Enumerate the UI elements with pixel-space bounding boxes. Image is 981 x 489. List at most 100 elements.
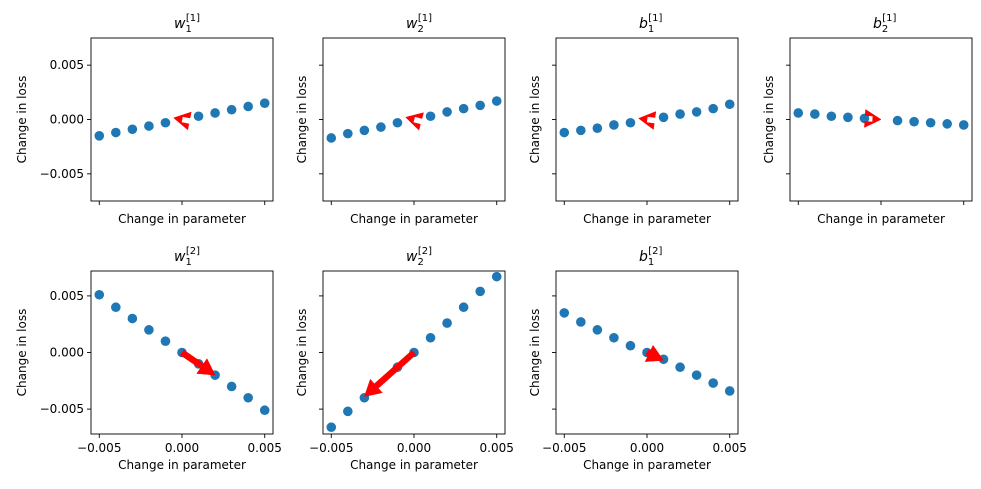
data-point	[592, 123, 603, 133]
y-axis-label: Change in loss	[15, 76, 29, 164]
data-point	[111, 302, 121, 313]
data-point	[160, 336, 171, 346]
data-point	[559, 127, 570, 138]
data-point	[425, 332, 436, 343]
y-tick-label: 0.005	[50, 58, 84, 72]
data-point	[658, 112, 669, 123]
y-tick-label: 0.005	[50, 289, 84, 303]
data-point	[127, 124, 138, 135]
data-point	[359, 125, 370, 136]
x-axis-label: Change in parameter	[583, 458, 711, 472]
data-point	[925, 117, 936, 128]
y-tick-label: −0.005	[40, 402, 84, 416]
subplot-2: Change in parameter Change in loss w2[1]	[295, 13, 506, 226]
panel-title: w1[1]	[174, 13, 200, 35]
data-point	[625, 117, 636, 128]
data-point	[843, 112, 853, 123]
gradient-arrow	[644, 344, 664, 362]
x-axis-label: Change in parameter	[118, 212, 246, 226]
data-point	[458, 103, 469, 114]
panel-title: b1[2]	[639, 246, 663, 268]
data-point	[708, 103, 718, 114]
data-point	[491, 96, 502, 106]
data-point	[160, 117, 171, 128]
data-point	[942, 119, 952, 129]
panel-title: w2[1]	[406, 13, 432, 35]
data-point	[576, 125, 586, 136]
data-point	[259, 405, 270, 416]
data-point	[144, 121, 154, 131]
data-point	[343, 128, 353, 139]
data-point	[625, 340, 636, 351]
data-point	[724, 99, 735, 110]
data-point	[958, 120, 969, 130]
data-point	[458, 302, 469, 313]
gradient-arrow	[179, 349, 216, 376]
data-point	[210, 108, 220, 118]
data-point	[94, 131, 105, 141]
data-point	[892, 115, 903, 126]
gradient-arrow	[173, 111, 192, 131]
data-point	[675, 109, 685, 119]
data-point	[94, 289, 105, 300]
panel-title: w2[2]	[406, 246, 432, 268]
gradient-arrow	[864, 109, 882, 128]
data-point	[442, 318, 452, 328]
data-point	[111, 127, 121, 138]
data-point	[326, 133, 337, 143]
data-point	[193, 111, 204, 122]
data-point	[609, 332, 619, 343]
data-point	[491, 271, 502, 282]
x-tick-label: 0.005	[480, 441, 514, 455]
data-point	[226, 381, 237, 392]
y-tick-label: −0.005	[40, 167, 84, 181]
data-point	[226, 104, 237, 115]
data-point	[576, 317, 586, 327]
data-point	[144, 325, 154, 335]
data-point	[343, 406, 353, 417]
panel-title: b1[1]	[639, 13, 663, 35]
data-point	[392, 117, 403, 128]
data-point	[909, 116, 919, 127]
data-point	[793, 108, 804, 118]
subplot-1: 0.005 0.000 −0.005 Change in parameter Chang…	[15, 13, 274, 226]
data-point	[826, 111, 837, 122]
subplot-5: −0.005 0.000 0.005 0.005 0.000 −0.005 Change i…	[15, 246, 282, 472]
y-tick-label: 0.000	[50, 113, 84, 127]
x-tick-label: −0.005	[542, 441, 586, 455]
data-point	[592, 325, 603, 335]
x-axis-label: Change in parameter	[817, 212, 945, 226]
data-point	[243, 101, 253, 112]
data-point	[559, 308, 570, 318]
data-point	[326, 422, 337, 433]
data-point	[442, 107, 452, 117]
y-axis-label: Change in loss	[528, 76, 542, 164]
data-point	[859, 113, 870, 124]
x-tick-label: −0.005	[309, 441, 353, 455]
x-axis-label: Change in parameter	[583, 212, 711, 226]
data-point	[609, 120, 619, 130]
data-point	[675, 362, 685, 373]
y-axis-label: Change in loss	[295, 309, 309, 397]
data-point	[724, 386, 735, 396]
x-tick-label: −0.005	[77, 441, 121, 455]
y-axis-label: Change in loss	[295, 76, 309, 164]
data-point	[243, 392, 253, 403]
data-point	[475, 286, 485, 297]
subplot-4: Change in parameter Change in loss b2[1]	[762, 13, 973, 226]
data-point	[475, 100, 485, 111]
data-point	[810, 109, 820, 119]
gradient-arrow	[405, 112, 424, 131]
x-axis-label: Change in parameter	[350, 212, 478, 226]
gradient-arrow	[638, 111, 657, 130]
x-tick-label: 0.005	[713, 441, 747, 455]
subplot-3: Change in parameter Change in loss b1[1]	[528, 13, 739, 226]
data-point	[691, 370, 702, 380]
x-axis-label: Change in parameter	[350, 458, 478, 472]
data-point	[708, 378, 718, 388]
x-tick-label: 0.000	[397, 441, 431, 455]
data-point	[376, 122, 386, 132]
